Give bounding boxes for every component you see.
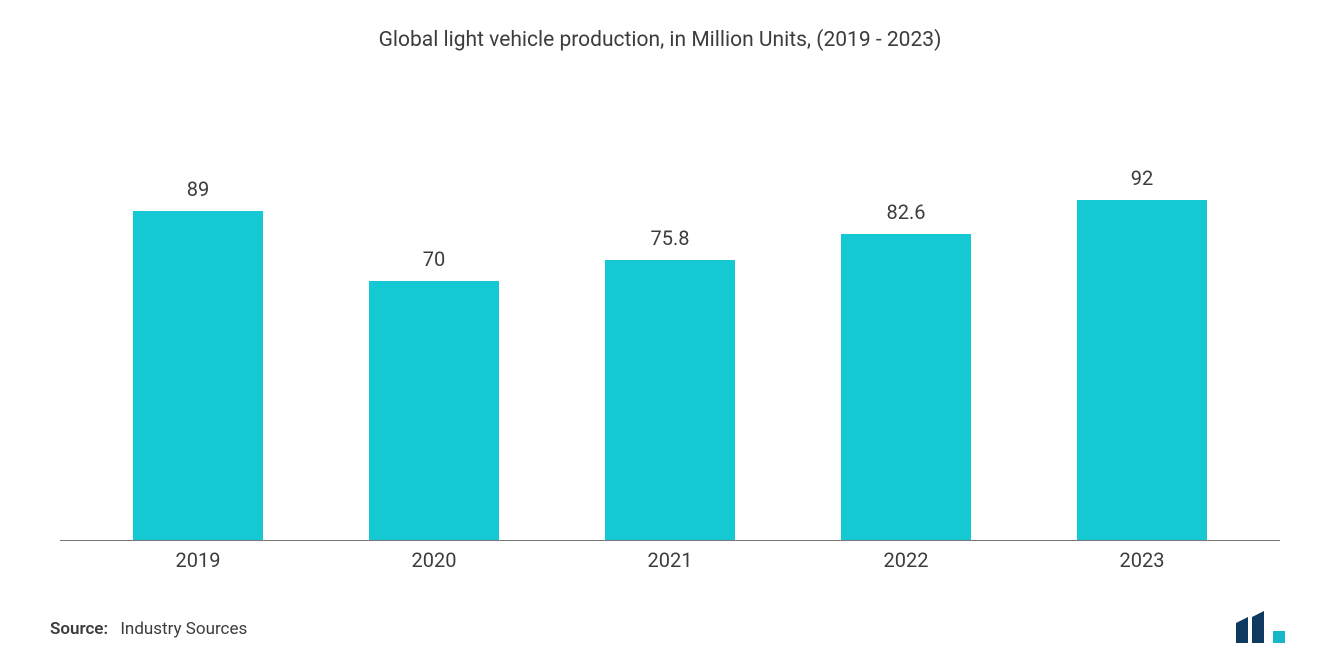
bar-slot: 75.8 [552, 226, 788, 540]
bar-value-label: 75.8 [651, 226, 690, 250]
brand-logo [1234, 609, 1290, 647]
x-axis-label: 2019 [80, 548, 316, 572]
bar-slot: 70 [316, 247, 552, 540]
bars-row: 89 70 75.8 82.6 92 [60, 110, 1280, 540]
x-axis-label: 2023 [1024, 548, 1260, 572]
bar-value-label: 82.6 [887, 200, 926, 224]
bar-rect [369, 281, 499, 540]
chart-title: Global light vehicle production, in Mill… [0, 28, 1320, 52]
x-axis-label: 2022 [788, 548, 1024, 572]
source-line: Source: Industry Sources [50, 619, 247, 639]
bar-slot: 92 [1024, 166, 1260, 540]
logo-bar-1 [1236, 617, 1248, 643]
x-axis-labels: 20192020202120222023 [60, 548, 1280, 572]
logo-bar-2 [1252, 611, 1264, 643]
bar-slot: 82.6 [788, 200, 1024, 540]
source-text: Industry Sources [120, 619, 247, 639]
bar-rect [1077, 200, 1207, 540]
bar-value-label: 70 [423, 247, 445, 271]
logo-dot [1273, 631, 1285, 643]
bar-slot: 89 [80, 177, 316, 540]
chart-container: Global light vehicle production, in Mill… [0, 0, 1320, 665]
source-label: Source: [50, 619, 108, 639]
x-axis-label: 2020 [316, 548, 552, 572]
x-axis-label: 2021 [552, 548, 788, 572]
plot-area: 89 70 75.8 82.6 92 [60, 110, 1280, 541]
bar-rect [841, 234, 971, 540]
bar-value-label: 92 [1131, 166, 1153, 190]
bar-value-label: 89 [187, 177, 209, 201]
bar-rect [133, 211, 263, 540]
bar-rect [605, 260, 735, 540]
